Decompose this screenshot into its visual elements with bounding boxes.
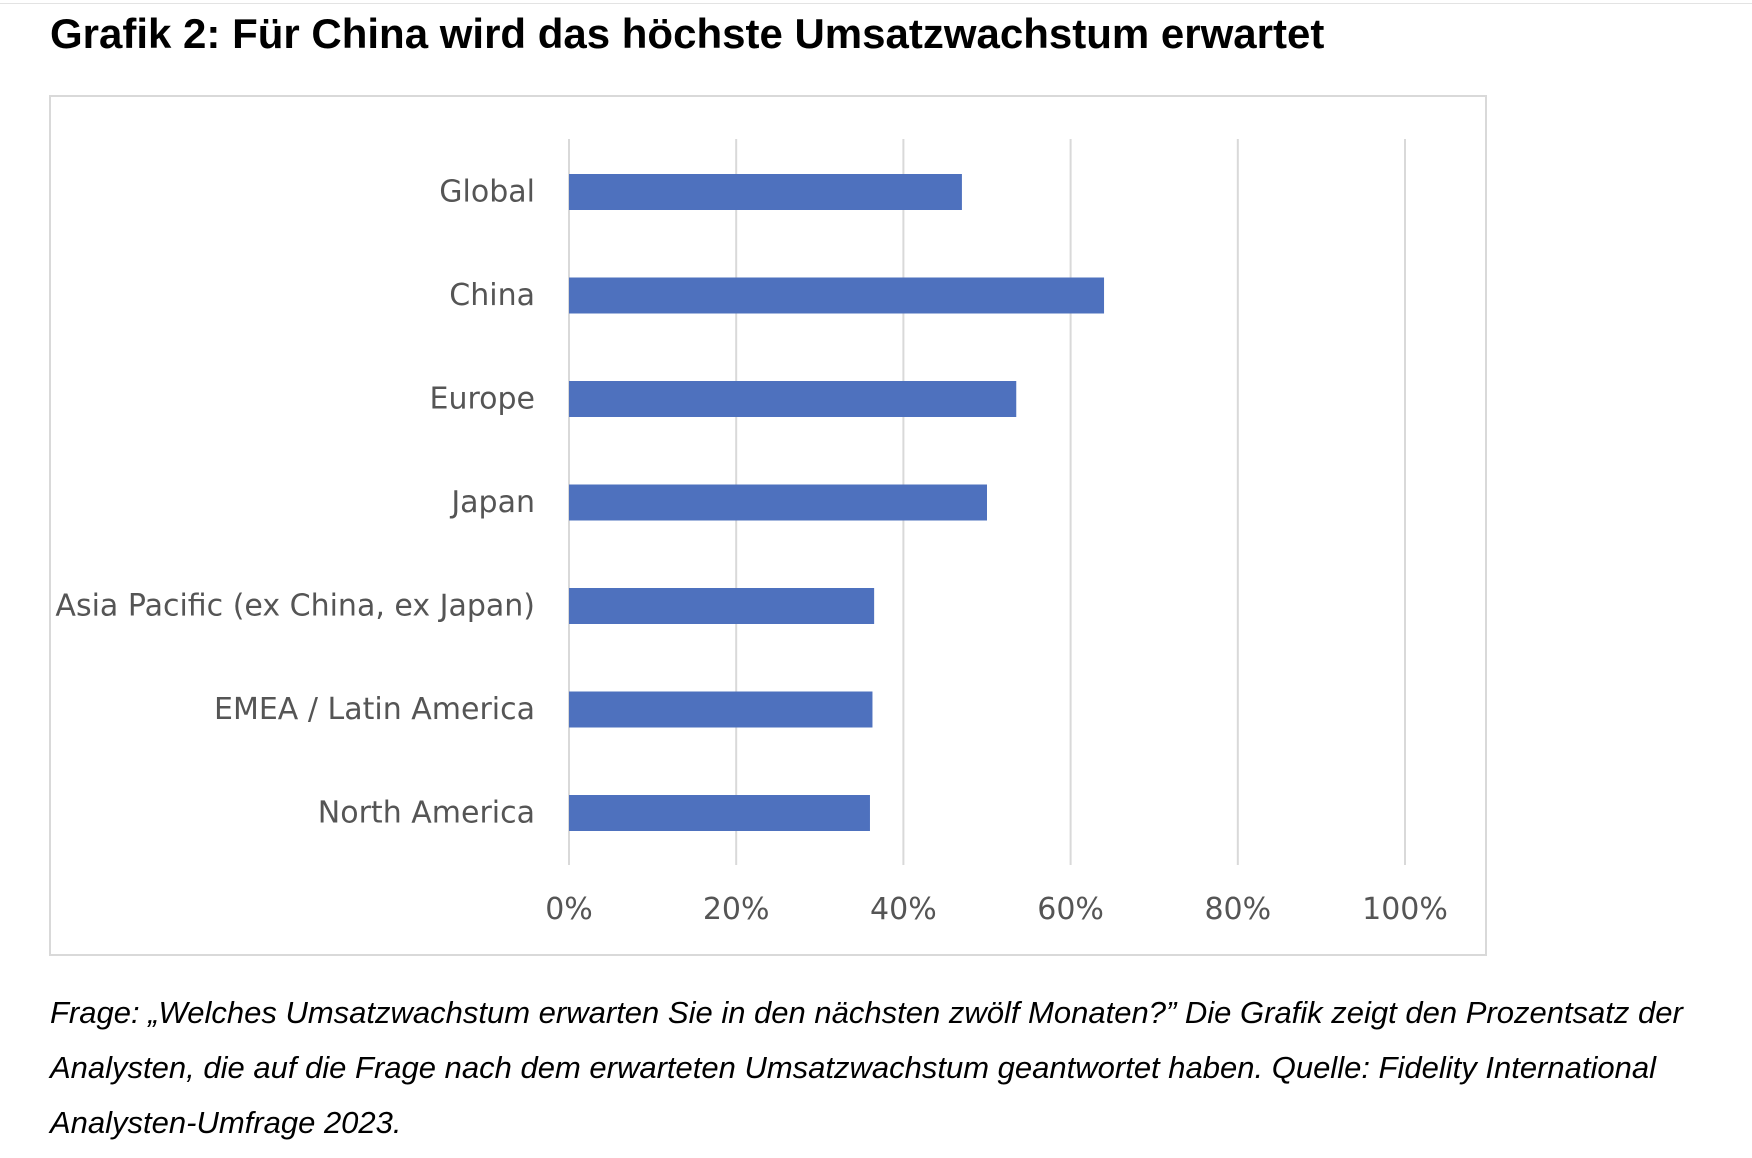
category-label: North America <box>318 796 535 831</box>
bar-chart: 0% 20% 40% 60% 80% 100% Global China Europe Japan… <box>55 139 1448 927</box>
x-tick-label: 60% <box>1037 892 1104 927</box>
bar <box>569 484 987 521</box>
x-tick-label: 80% <box>1204 892 1271 927</box>
page-title: Grafik 2: Für China wird das höchste Ums… <box>50 10 1325 57</box>
bar <box>569 795 870 831</box>
category-label: Global <box>439 175 535 210</box>
category-label: Japan <box>449 485 535 520</box>
top-rule <box>0 3 1752 4</box>
x-tick-label: 100% <box>1362 892 1448 927</box>
bar <box>569 691 873 728</box>
x-tick-label: 20% <box>703 892 770 927</box>
category-label: China <box>449 278 535 313</box>
bar <box>569 381 1017 417</box>
category-label: Europe <box>430 382 536 417</box>
chart-frame: 0% 20% 40% 60% 80% 100% Global China Europe Japan… <box>49 95 1487 956</box>
bar <box>569 277 1105 314</box>
chart-caption: Frage: „Welches Umsatzwachstum erwarten … <box>50 995 1683 1140</box>
bar <box>569 174 962 210</box>
category-label: EMEA / Latin America <box>214 692 535 727</box>
category-label: Asia Pacific (ex China, ex Japan) <box>55 589 535 624</box>
bar <box>569 588 875 624</box>
x-tick-label: 40% <box>870 892 937 927</box>
x-tick-label: 0% <box>545 892 593 927</box>
